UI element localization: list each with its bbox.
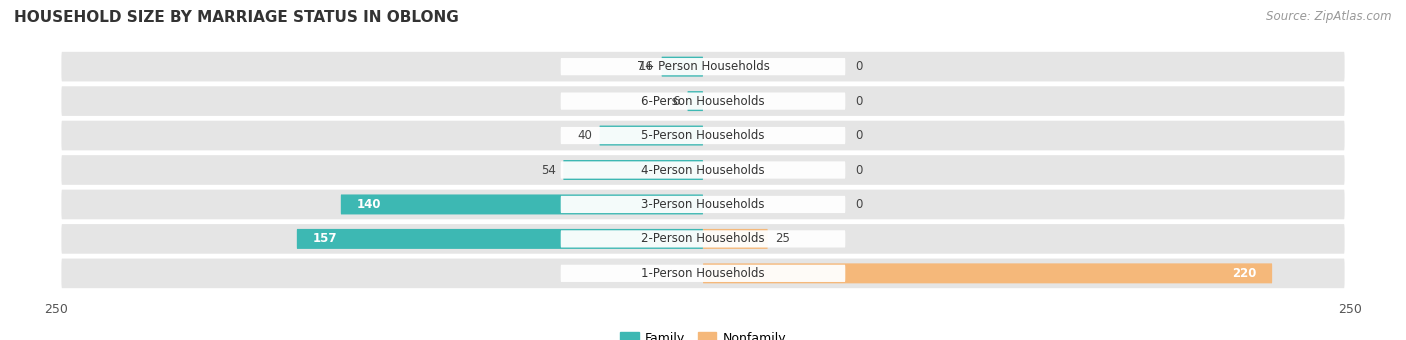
FancyBboxPatch shape (703, 264, 1272, 283)
FancyBboxPatch shape (561, 92, 845, 110)
FancyBboxPatch shape (62, 190, 1344, 219)
Text: 40: 40 (576, 129, 592, 142)
Text: 157: 157 (312, 233, 337, 245)
Text: 220: 220 (1232, 267, 1257, 280)
Legend: Family, Nonfamily: Family, Nonfamily (614, 327, 792, 340)
FancyBboxPatch shape (561, 58, 845, 75)
FancyBboxPatch shape (561, 265, 845, 282)
FancyBboxPatch shape (62, 224, 1344, 254)
Text: 54: 54 (541, 164, 555, 176)
Text: 3-Person Households: 3-Person Households (641, 198, 765, 211)
Text: 6-Person Households: 6-Person Households (641, 95, 765, 107)
Text: Source: ZipAtlas.com: Source: ZipAtlas.com (1267, 10, 1392, 23)
FancyBboxPatch shape (561, 162, 845, 178)
Text: 25: 25 (776, 233, 790, 245)
Text: 16: 16 (638, 60, 654, 73)
Text: 0: 0 (856, 164, 863, 176)
FancyBboxPatch shape (561, 230, 845, 248)
Text: 7+ Person Households: 7+ Person Households (637, 60, 769, 73)
Text: 0: 0 (856, 60, 863, 73)
Text: 0: 0 (856, 95, 863, 107)
FancyBboxPatch shape (599, 125, 703, 146)
Text: 5-Person Households: 5-Person Households (641, 129, 765, 142)
FancyBboxPatch shape (62, 86, 1344, 116)
Text: 0: 0 (856, 129, 863, 142)
FancyBboxPatch shape (561, 127, 845, 144)
FancyBboxPatch shape (703, 229, 768, 249)
FancyBboxPatch shape (340, 194, 703, 215)
FancyBboxPatch shape (62, 155, 1344, 185)
FancyBboxPatch shape (662, 57, 703, 76)
Text: HOUSEHOLD SIZE BY MARRIAGE STATUS IN OBLONG: HOUSEHOLD SIZE BY MARRIAGE STATUS IN OBL… (14, 10, 458, 25)
Text: 0: 0 (856, 198, 863, 211)
Text: 4-Person Households: 4-Person Households (641, 164, 765, 176)
FancyBboxPatch shape (564, 160, 703, 180)
FancyBboxPatch shape (62, 52, 1344, 82)
FancyBboxPatch shape (561, 196, 845, 213)
FancyBboxPatch shape (688, 91, 703, 111)
Text: 6: 6 (672, 95, 679, 107)
FancyBboxPatch shape (297, 229, 703, 249)
Text: 1-Person Households: 1-Person Households (641, 267, 765, 280)
FancyBboxPatch shape (62, 121, 1344, 150)
FancyBboxPatch shape (62, 258, 1344, 288)
Text: 140: 140 (356, 198, 381, 211)
Text: 2-Person Households: 2-Person Households (641, 233, 765, 245)
